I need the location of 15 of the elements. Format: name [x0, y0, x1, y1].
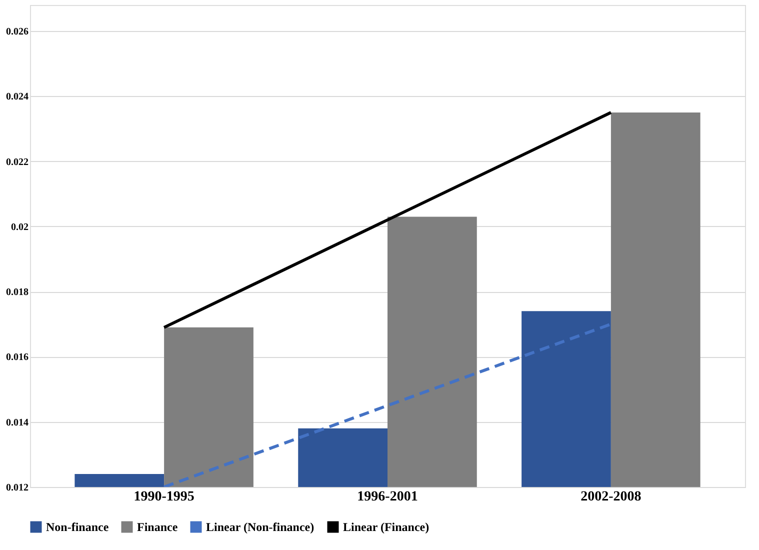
y-tick-label: 0.014: [6, 417, 28, 428]
y-tick-label: 0.012: [6, 482, 28, 494]
legend-label: Finance: [137, 520, 178, 534]
x-tick-label: 2002-2008: [580, 490, 642, 504]
y-tick-label: 0.022: [6, 156, 28, 168]
legend-label: Non-finance: [46, 520, 110, 534]
legend-label: Linear (Finance): [343, 520, 430, 534]
y-tick-label: 0.016: [6, 352, 28, 364]
x-tick-label: 1996-2001: [357, 490, 418, 504]
y-tick-label: 0.024: [6, 92, 28, 103]
y-tick-label: 0.018: [6, 287, 28, 298]
legend-label: Linear (Non-finance): [206, 520, 314, 534]
y-tick-label: 0.026: [6, 26, 28, 38]
y-tick-label: 0.02: [11, 222, 28, 233]
x-tick-label: 1990-1995: [134, 490, 194, 504]
